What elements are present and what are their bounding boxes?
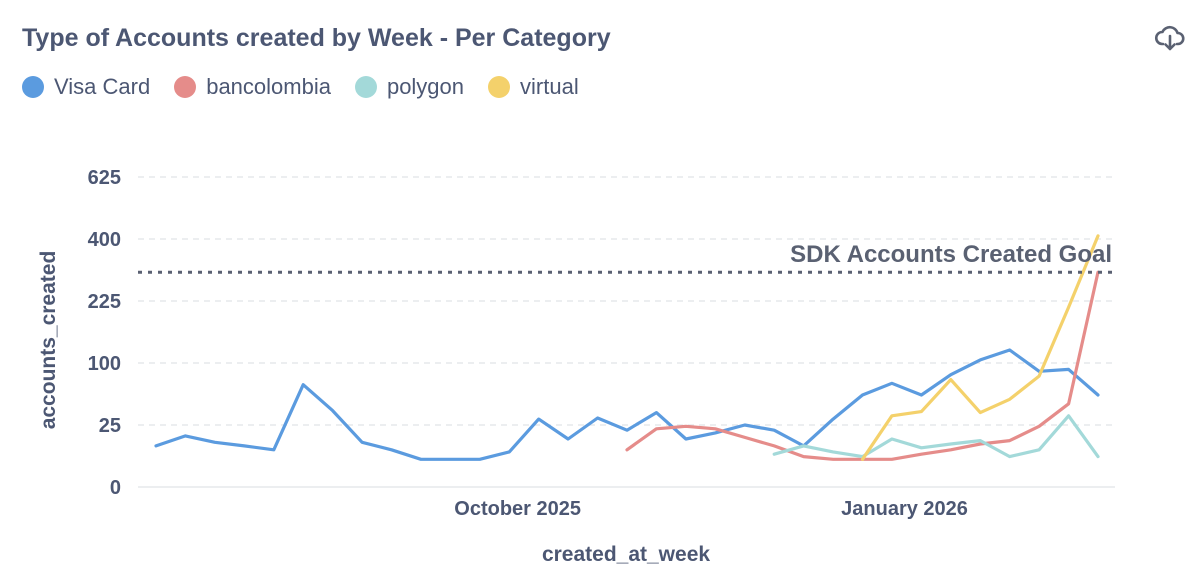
- y-tick-label: 225: [88, 291, 121, 313]
- y-axis-title: accounts_created: [37, 251, 60, 430]
- x-axis-title: created_at_week: [542, 543, 710, 566]
- legend-item-visa-card[interactable]: Visa Card: [22, 74, 150, 100]
- legend-label-visa-card: Visa Card: [54, 74, 151, 99]
- series-line-virtual: [860, 234, 1100, 461]
- goal-label: SDK Accounts Created Goal: [790, 241, 1112, 268]
- series-line-polygon: [772, 414, 1100, 459]
- chart-title: Type of Accounts created by Week - Per C…: [22, 24, 611, 52]
- legend-label-bancolombia: bancolombia: [206, 74, 331, 99]
- legend-swatch-polygon: [354, 76, 377, 98]
- series-line-bancolombia: [625, 270, 1100, 461]
- legend-label-polygon: polygon: [386, 74, 465, 99]
- series-lines: [154, 234, 1100, 461]
- y-tick-label: 625: [88, 167, 121, 189]
- legend-item-polygon[interactable]: polygon: [354, 74, 465, 100]
- legend-item-virtual[interactable]: virtual: [488, 74, 579, 100]
- legend-swatch-virtual: [488, 76, 511, 98]
- legend-label-virtual: virtual: [520, 74, 579, 99]
- x-axis-ticks: October 2025 January 2026: [454, 498, 968, 520]
- legend-item-bancolombia[interactable]: bancolombia: [174, 74, 331, 100]
- x-tick-label: October 2025: [454, 498, 581, 520]
- y-tick-label: 25: [99, 415, 121, 437]
- legend-swatch-bancolombia: [174, 76, 197, 98]
- legend-swatch-visa-card: [22, 76, 44, 98]
- x-tick-label: January 2026: [841, 498, 968, 520]
- chart-legend: Visa Card bancolombia polygon virtual: [22, 74, 603, 100]
- grid-lines: [138, 176, 1115, 488]
- y-axis-ticks: 0 25 100 225 400 625: [88, 167, 121, 499]
- series-line-visa-card: [154, 348, 1100, 461]
- y-tick-label: 400: [88, 229, 121, 251]
- cloud-download-icon[interactable]: [1154, 22, 1186, 54]
- goal-layer: SDK Accounts Created Goal: [138, 241, 1115, 274]
- y-tick-label: 100: [88, 353, 121, 375]
- y-tick-label: 0: [110, 477, 121, 499]
